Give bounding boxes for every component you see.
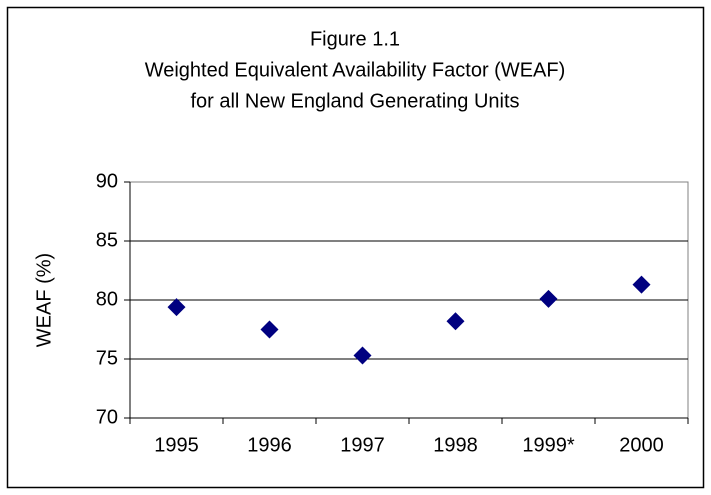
chart-title: for all New England Generating Units	[190, 90, 519, 112]
x-tick-label: 2000	[619, 434, 664, 456]
x-tick-label: 1996	[247, 434, 292, 456]
y-tick-label: 90	[96, 170, 118, 192]
marker	[167, 298, 186, 317]
chart-title: Figure 1.1	[310, 28, 400, 50]
x-tick-label: 1997	[340, 434, 385, 456]
y-tick-label: 70	[96, 406, 118, 428]
marker	[260, 320, 279, 339]
chart-title: Weighted Equivalent Availability Factor …	[145, 59, 566, 81]
x-tick-label: 1995	[154, 434, 199, 456]
y-tick-label: 80	[96, 288, 118, 310]
x-tick-label: 1999*	[522, 434, 574, 456]
marker	[446, 312, 465, 331]
marker	[353, 346, 372, 365]
x-tick-label: 1998	[433, 434, 478, 456]
marker	[632, 275, 651, 294]
y-tick-label: 85	[96, 229, 118, 251]
marker	[539, 289, 558, 308]
y-tick-label: 75	[96, 347, 118, 369]
y-axis-label: WEAF (%)	[33, 253, 55, 347]
